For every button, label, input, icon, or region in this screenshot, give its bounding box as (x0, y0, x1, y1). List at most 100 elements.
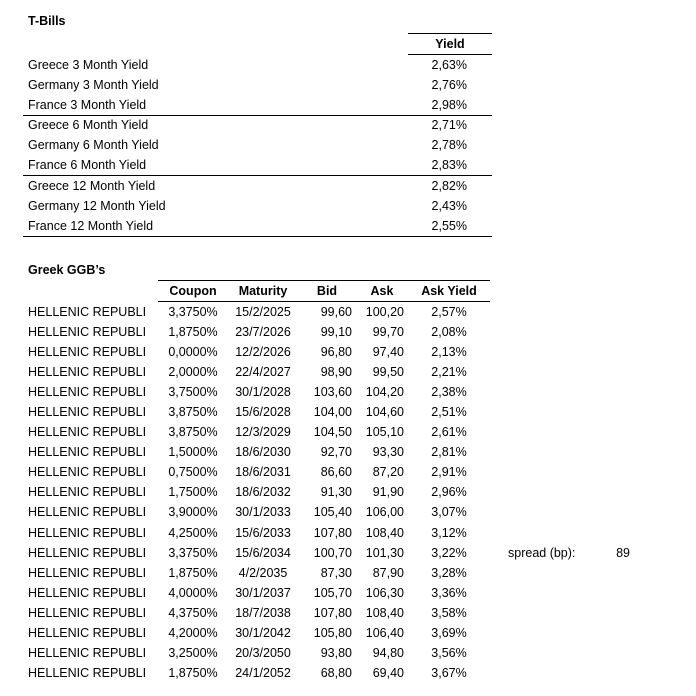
ggb-coupon-value: 0,7500% (168, 465, 218, 480)
ggb-ask-value: 100,20 (365, 304, 404, 319)
ggb-bond-row: HELLENIC REPUBLI 1,8750% 23/7/2026 99,10… (23, 322, 490, 342)
ggb-table: Coupon Maturity Bid Ask Ask Yield HELLEN… (23, 280, 490, 683)
ggb-maturity-value: 18/6/2031 (235, 465, 291, 480)
tbills-section-title: T-Bills (28, 14, 66, 28)
ggb-coupon-column-header: Coupon (158, 280, 228, 302)
spread-annotation: spread (bp): 89 (508, 546, 630, 560)
ggb-maturity-value: 20/3/2050 (235, 646, 291, 661)
ggb-bond-name: HELLENIC REPUBLI (28, 384, 147, 399)
ggb-bond-row: HELLENIC REPUBLI 3,3750% 15/6/2034 100,7… (23, 543, 490, 563)
tbill-label: Germany 3 Month Yield (28, 77, 159, 92)
ggb-coupon-value: 3,8750% (168, 425, 218, 440)
ggb-bid-value: 86,60 (320, 465, 352, 480)
ggb-bond-row: HELLENIC REPUBLI 1,8750% 24/1/2052 68,80… (23, 663, 490, 683)
ggb-bid-value: 104,00 (313, 405, 352, 420)
ggb-bid-value: 105,40 (313, 505, 352, 520)
tbills-yield-column-header: Yield (408, 33, 492, 55)
tbill-yield-value: 2,76% (431, 77, 467, 92)
ggb-maturity-value: 4/2/2035 (238, 565, 288, 580)
ggb-bond-name: HELLENIC REPUBLI (28, 425, 147, 440)
ggb-rows: HELLENIC REPUBLI 3,3750% 15/2/2025 99,60… (23, 302, 490, 684)
tbill-row: Germany 3 Month Yield 2,76% (23, 75, 492, 95)
tbill-label: Germany 12 Month Yield (28, 198, 166, 213)
ggb-bond-name: HELLENIC REPUBLI (28, 344, 147, 359)
tbill-label: France 12 Month Yield (23, 216, 408, 237)
tbill-label: France 6 Month Yield (23, 155, 408, 177)
ggb-bid-value: 100,70 (313, 545, 352, 560)
ggb-bid-value: 107,80 (313, 525, 352, 540)
ggb-coupon-value: 1,8750% (168, 666, 218, 681)
ggb-coupon-value: 4,2500% (168, 525, 218, 540)
ggb-ask-yield-value: 3,58% (431, 605, 467, 620)
ggb-ask-yield-value: 2,38% (431, 384, 467, 399)
ggb-maturity-value: 30/1/2033 (235, 505, 291, 520)
ggb-bond-row: HELLENIC REPUBLI 3,3750% 15/2/2025 99,60… (23, 302, 490, 322)
ggb-maturity-value: 12/3/2029 (235, 425, 291, 440)
tbill-label: Greece 6 Month Yield (28, 118, 149, 133)
ggb-bond-row: HELLENIC REPUBLI 3,9000% 30/1/2033 105,4… (23, 502, 490, 522)
ggb-bid-column-header: Bid (298, 280, 356, 302)
tbill-row: Greece 12 Month Yield 2,82% (23, 176, 492, 196)
ggb-bond-row: HELLENIC REPUBLI 4,0000% 30/1/2037 105,7… (23, 583, 490, 603)
ggb-bond-name: HELLENIC REPUBLI (28, 304, 147, 319)
ggb-ask-value: 97,40 (372, 344, 404, 359)
ggb-bond-name: HELLENIC REPUBLI (28, 405, 147, 420)
ggb-bid-value: 98,90 (320, 364, 352, 379)
ggb-ask-yield-value: 3,22% (431, 545, 467, 560)
ggb-bid-value: 105,70 (313, 585, 352, 600)
ggb-coupon-value: 4,2000% (168, 626, 218, 641)
ggb-header-spacer (23, 281, 158, 302)
spread-label: spread (bp): (508, 546, 576, 560)
ggb-ask-yield-column-header: Ask Yield (408, 280, 490, 302)
ggb-bond-row: HELLENIC REPUBLI 1,7500% 18/6/2032 91,30… (23, 482, 490, 502)
ggb-bond-row: HELLENIC REPUBLI 4,2000% 30/1/2042 105,8… (23, 623, 490, 643)
tbills-table: Yield Greece 3 Month Yield 2,63% Germany… (23, 33, 492, 237)
tbill-label: Greece 3 Month Yield (28, 57, 149, 72)
ggb-ask-value: 91,90 (372, 485, 404, 500)
ggb-coupon-value: 1,8750% (168, 324, 218, 339)
ggb-ask-yield-value: 2,21% (431, 364, 467, 379)
tbill-row: France 6 Month Yield 2,83% (23, 155, 492, 177)
ggb-maturity-value: 22/4/2027 (235, 364, 291, 379)
ggb-ask-value: 101,30 (365, 545, 404, 560)
tbill-yield-value: 2,43% (431, 198, 467, 213)
ggb-coupon-value: 3,9000% (168, 505, 218, 520)
ggb-ask-yield-value: 3,07% (431, 505, 467, 520)
ggb-coupon-value: 3,3750% (168, 304, 218, 319)
ggb-bond-name: HELLENIC REPUBLI (28, 465, 147, 480)
ggb-bid-value: 87,30 (320, 565, 352, 580)
ggb-bond-name: HELLENIC REPUBLI (28, 565, 147, 580)
ggb-bond-name: HELLENIC REPUBLI (28, 324, 147, 339)
ggb-bond-row: HELLENIC REPUBLI 2,0000% 22/4/2027 98,90… (23, 362, 490, 382)
tbill-row: Greece 3 Month Yield 2,63% (23, 55, 492, 75)
ggb-bond-name: HELLENIC REPUBLI (28, 585, 147, 600)
ggb-bond-name: HELLENIC REPUBLI (28, 605, 147, 620)
ggb-bond-name: HELLENIC REPUBLI (28, 364, 147, 379)
tbill-row: Germany 6 Month Yield 2,78% (23, 135, 492, 155)
tbill-row: France 3 Month Yield 2,98% (23, 94, 492, 116)
ggb-bond-row: HELLENIC REPUBLI 1,8750% 4/2/2035 87,30 … (23, 563, 490, 583)
ggb-ask-value: 87,20 (372, 465, 404, 480)
ggb-bond-name: HELLENIC REPUBLI (28, 485, 147, 500)
ggb-coupon-value: 4,0000% (168, 585, 218, 600)
ggb-coupon-value: 3,2500% (168, 646, 218, 661)
ggb-bond-name: HELLENIC REPUBLI (28, 626, 147, 641)
tbill-yield-value: 2,63% (431, 57, 467, 72)
ggb-maturity-value: 23/7/2026 (235, 324, 291, 339)
tbill-yield-value: 2,71% (431, 118, 467, 133)
ggb-ask-yield-value: 2,91% (431, 465, 467, 480)
ggb-ask-yield-value: 2,13% (431, 344, 467, 359)
ggb-bond-name: HELLENIC REPUBLI (28, 666, 147, 681)
ggb-coupon-value: 4,3750% (168, 605, 218, 620)
ggb-ask-yield-value: 2,51% (431, 405, 467, 420)
ggb-maturity-value: 30/1/2037 (235, 585, 291, 600)
tbill-yield-value: 2,98% (408, 94, 492, 116)
tbill-yield-value: 2,55% (408, 216, 492, 237)
tbill-label: Germany 6 Month Yield (28, 138, 159, 153)
spread-value: 89 (616, 546, 630, 560)
ggb-maturity-value: 12/2/2026 (235, 344, 291, 359)
ggb-coupon-value: 3,3750% (168, 545, 218, 560)
ggb-bid-value: 91,30 (320, 485, 352, 500)
ggb-maturity-value: 18/6/2030 (235, 445, 291, 460)
ggb-maturity-column-header: Maturity (228, 280, 298, 302)
